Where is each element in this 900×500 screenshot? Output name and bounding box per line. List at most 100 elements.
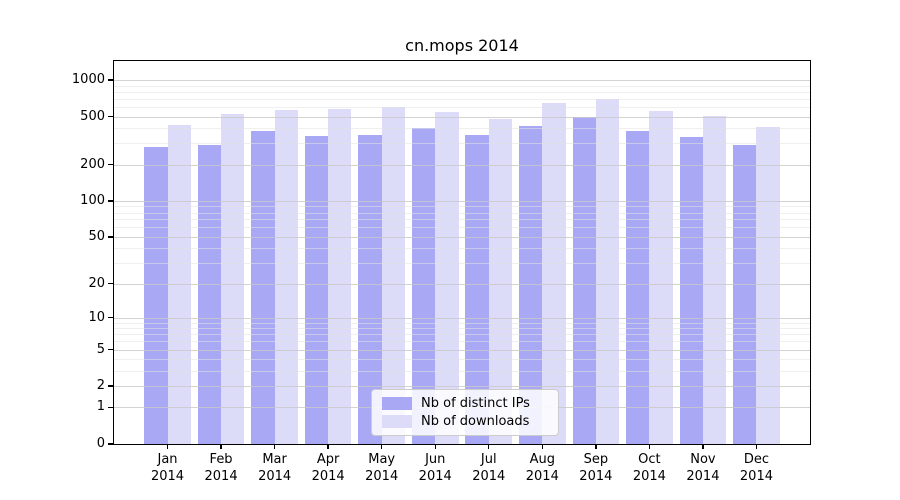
y-tick-mark-100 bbox=[108, 200, 114, 202]
x-tick-mark-jun bbox=[434, 444, 436, 449]
y-tick-label-1: 1 bbox=[96, 399, 105, 415]
gridline-major-10 bbox=[114, 317, 810, 319]
gridline-minor-800 bbox=[114, 91, 810, 93]
x-tick-label-jun: Jun 2014 bbox=[418, 452, 452, 484]
gridline-minor-300 bbox=[114, 143, 810, 145]
x-tick-mark-nov bbox=[702, 444, 704, 449]
x-tick-label-nov: Nov 2014 bbox=[686, 452, 720, 484]
x-tick-mark-sep bbox=[595, 444, 597, 449]
x-tick-label-jan: Jan 2014 bbox=[150, 452, 185, 484]
bar-distinct-ips-mar bbox=[251, 130, 275, 444]
legend: Nb of distinct IPs Nb of downloads bbox=[371, 389, 559, 436]
y-tick-label-50: 50 bbox=[88, 228, 105, 244]
x-tick-label-sep: Sep 2014 bbox=[579, 452, 613, 484]
x-tick-label-oct: Oct 2014 bbox=[632, 452, 666, 484]
bar-downloads-apr bbox=[328, 109, 352, 444]
bar-downloads-sep bbox=[595, 99, 620, 444]
gridline-major-200 bbox=[114, 164, 810, 166]
gridline-minor-80 bbox=[114, 212, 810, 214]
x-tick-mark-apr bbox=[327, 444, 329, 449]
y-tick-mark-0 bbox=[108, 443, 114, 445]
x-tick-label-feb: Feb 2014 bbox=[204, 452, 238, 484]
gridline-minor-40 bbox=[114, 248, 810, 250]
y-tick-label-1000: 1000 bbox=[71, 72, 105, 88]
bar-downloads-jul bbox=[488, 118, 513, 444]
y-tick-mark-1000 bbox=[108, 79, 114, 81]
y-tick-label-10: 10 bbox=[88, 309, 105, 325]
bar-downloads-feb bbox=[221, 114, 245, 444]
bar-downloads-nov bbox=[702, 116, 727, 444]
bar-downloads-aug bbox=[542, 102, 566, 444]
gridline-minor-60 bbox=[114, 227, 810, 229]
y-tick-mark-1 bbox=[108, 406, 114, 409]
bar-distinct-ips-may bbox=[358, 134, 382, 444]
y-tick-label-100: 100 bbox=[80, 192, 105, 208]
x-tick-mark-jan bbox=[166, 444, 169, 449]
grid-layer bbox=[114, 61, 810, 444]
x-tick-label-mar: Mar 2014 bbox=[258, 452, 292, 484]
y-tick-mark-500 bbox=[108, 115, 114, 118]
x-tick-label-aug: Aug 2014 bbox=[525, 452, 559, 484]
y-tick-label-5: 5 bbox=[96, 341, 105, 357]
legend-item-distinct-ips: Nb of distinct IPs bbox=[382, 396, 548, 411]
bar-distinct-ips-oct bbox=[626, 131, 650, 444]
gridline-minor-8 bbox=[114, 328, 810, 330]
x-tick-mark-aug bbox=[541, 444, 543, 449]
y-tick-label-20: 20 bbox=[88, 275, 105, 291]
legend-swatch-distinct-ips bbox=[382, 397, 412, 410]
y-tick-label-2: 2 bbox=[96, 378, 105, 394]
gridline-major-50 bbox=[114, 236, 810, 238]
gridline-minor-4 bbox=[114, 359, 810, 361]
legend-item-downloads: Nb of downloads bbox=[382, 414, 548, 429]
gridline-minor-9 bbox=[114, 322, 810, 324]
bar-downloads-jun bbox=[435, 111, 459, 444]
gridline-major-1000 bbox=[114, 80, 810, 82]
legend-label-downloads: Nb of downloads bbox=[421, 414, 530, 429]
gridline-major-500 bbox=[114, 116, 810, 118]
bars-layer bbox=[114, 61, 810, 444]
x-tick-mark-jul bbox=[488, 444, 490, 449]
gridline-minor-30 bbox=[114, 263, 810, 265]
gridline-minor-7 bbox=[114, 334, 810, 336]
x-tick-mark-may bbox=[380, 444, 383, 449]
y-tick-mark-200 bbox=[108, 163, 114, 166]
bar-downloads-oct bbox=[649, 110, 673, 444]
y-tick-mark-10 bbox=[108, 316, 114, 319]
bar-downloads-mar bbox=[274, 110, 298, 444]
bar-distinct-ips-jan bbox=[144, 147, 168, 444]
y-tick-label-0: 0 bbox=[96, 436, 105, 451]
y-tick-mark-5 bbox=[108, 348, 114, 351]
y-tick-mark-20 bbox=[108, 282, 114, 285]
gridline-minor-400 bbox=[114, 128, 810, 130]
y-tick-mark-50 bbox=[108, 236, 114, 238]
gridline-minor-70 bbox=[114, 219, 810, 221]
gridline-minor-600 bbox=[114, 106, 810, 108]
bar-distinct-ips-sep bbox=[572, 117, 596, 444]
x-tick-label-may: May 2014 bbox=[365, 452, 399, 484]
gridline-major-2 bbox=[114, 386, 810, 388]
gridline-major-20 bbox=[114, 283, 810, 285]
x-tick-label-dec: Dec 2014 bbox=[739, 452, 773, 484]
y-tick-label-200: 200 bbox=[80, 156, 105, 172]
gridline-minor-700 bbox=[114, 98, 810, 100]
plot-area bbox=[113, 60, 811, 445]
gridline-minor-6 bbox=[114, 341, 810, 343]
gridline-major-100 bbox=[114, 200, 810, 202]
bar-downloads-dec bbox=[756, 126, 780, 444]
gridline-minor-90 bbox=[114, 206, 810, 208]
gridline-major-5 bbox=[114, 349, 810, 351]
x-tick-mark-mar bbox=[273, 444, 276, 449]
legend-label-distinct-ips: Nb of distinct IPs bbox=[421, 396, 530, 411]
x-tick-mark-oct bbox=[648, 444, 651, 449]
gridline-minor-3 bbox=[114, 370, 810, 372]
y-tick-label-500: 500 bbox=[80, 108, 105, 124]
bar-distinct-ips-aug bbox=[519, 126, 543, 444]
legend-swatch-downloads bbox=[382, 415, 412, 428]
gridline-minor-900 bbox=[114, 85, 810, 87]
x-tick-label-apr: Apr 2014 bbox=[311, 452, 345, 484]
chart-title: cn.mops 2014 bbox=[405, 36, 519, 55]
x-tick-mark-feb bbox=[220, 444, 222, 449]
x-tick-mark-dec bbox=[755, 444, 758, 449]
y-tick-mark-2 bbox=[108, 385, 114, 387]
